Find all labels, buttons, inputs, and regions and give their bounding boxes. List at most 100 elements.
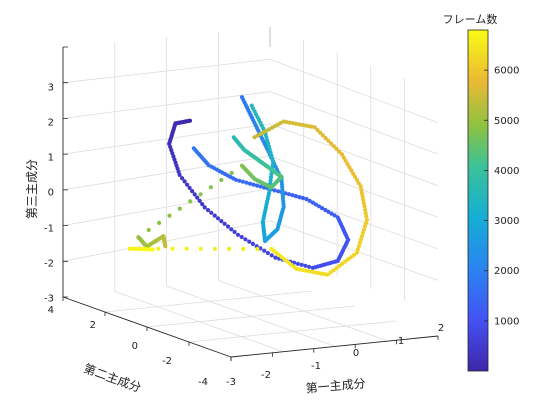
scatter-point <box>284 120 289 125</box>
scatter-point <box>268 175 274 180</box>
scatter-point <box>269 172 274 177</box>
scatter-point <box>265 250 270 256</box>
scatter-point <box>364 214 369 219</box>
y-tick-label: -4 <box>198 377 208 388</box>
scatter-point <box>304 196 309 202</box>
z-tick-label: 2 <box>48 118 54 129</box>
scatter-point <box>251 182 256 187</box>
scatter-point <box>363 221 369 226</box>
scatter-point <box>362 204 367 209</box>
scatter-point <box>316 204 322 209</box>
scatter-point <box>363 211 368 216</box>
y-axis-ticks: 4 2 0 -2 -4 <box>48 305 208 388</box>
scatter-point <box>359 187 364 192</box>
colorbar-tick-label: 5000 <box>494 116 519 127</box>
scatter-point <box>229 170 234 175</box>
scatter-point <box>356 244 361 249</box>
scatter-point <box>352 174 358 179</box>
y-tick-label: 0 <box>132 341 138 352</box>
x-axis-ticks: -3 -2 -1 0 1 2 <box>226 323 444 388</box>
scatter-point <box>269 246 274 252</box>
x-tick-label: -3 <box>226 377 236 388</box>
scatter-point <box>247 181 253 186</box>
scatter-point <box>167 213 172 218</box>
scatter-point <box>360 230 365 236</box>
scatter-point <box>320 133 325 138</box>
scatter-point <box>268 178 273 183</box>
scatter-point <box>339 152 344 157</box>
scatter-point <box>237 178 242 183</box>
scatter-point <box>297 195 302 200</box>
scatter-point <box>146 227 151 233</box>
scatter-point <box>341 155 346 160</box>
scatter-point <box>332 213 337 218</box>
colorbar <box>467 29 489 372</box>
scatter-point <box>356 181 361 186</box>
scatter-point <box>360 194 365 199</box>
scatter-point <box>335 215 340 220</box>
scatter-point <box>361 201 366 206</box>
tick-marks <box>62 46 439 361</box>
scatter-point <box>243 237 248 242</box>
scatter-point <box>262 248 267 253</box>
z-tick-label: -1 <box>44 224 54 235</box>
scatter-point <box>320 206 325 211</box>
scatter-point <box>312 125 317 130</box>
scatter-point <box>355 247 360 252</box>
scatter-point <box>354 250 359 255</box>
scatter-point <box>276 189 281 194</box>
scatter-point <box>318 130 323 135</box>
scatter-point <box>334 146 339 151</box>
z-tick-label: -2 <box>44 259 54 270</box>
x-tick-label: 1 <box>398 336 404 347</box>
scatter-point <box>187 185 192 190</box>
scatter-point <box>316 270 321 276</box>
scatter-point <box>190 189 195 194</box>
scatter-point <box>351 253 356 258</box>
scatter-point <box>345 161 350 167</box>
z-tick-label: 1 <box>48 153 54 164</box>
scatter-point <box>227 246 232 251</box>
scatter-points <box>127 95 370 277</box>
scatter-point <box>300 268 305 273</box>
scatter-point <box>272 188 277 193</box>
scatter-point <box>361 227 366 232</box>
z-axis-ticks: 3 2 1 0 -1 -2 -3 <box>44 83 54 305</box>
scatter-point <box>170 246 175 251</box>
scatter-point <box>362 224 368 229</box>
scatter-point <box>235 232 241 237</box>
scatter-point <box>306 269 312 274</box>
scatter-point <box>219 177 224 183</box>
scatter-point <box>286 192 291 197</box>
scatter-point <box>185 182 190 187</box>
scatter-point <box>322 272 327 277</box>
scatter-point <box>326 138 331 143</box>
scatter-point <box>295 261 300 266</box>
scatter-point <box>345 257 351 262</box>
scatter-point <box>188 199 193 204</box>
y-tick-label: 4 <box>48 305 54 316</box>
scatter-point <box>359 234 364 239</box>
scatter-point <box>363 207 368 212</box>
scatter-point <box>156 246 161 251</box>
x-tick-label: 0 <box>353 348 359 359</box>
scatter-point <box>307 198 312 203</box>
scatter-point <box>202 205 207 210</box>
scatter-point <box>299 262 304 267</box>
scatter-point <box>197 198 202 203</box>
scatter-point <box>354 177 359 183</box>
scatter-point <box>266 191 272 196</box>
scatter-point <box>249 103 254 108</box>
colorbar-ticks: 1000 2000 3000 4000 5000 6000 <box>484 66 519 327</box>
scatter-point <box>334 266 339 271</box>
scatter-point <box>222 221 227 226</box>
scatter-point <box>163 244 168 249</box>
z-axis-label: 第三主成分 <box>25 159 39 219</box>
scatter-point <box>232 229 237 235</box>
x-tick-label: 2 <box>438 323 444 334</box>
scatter-point <box>329 211 334 216</box>
scatter-point <box>293 194 298 199</box>
scatter-point <box>269 253 274 258</box>
scatter-point <box>247 239 252 244</box>
scatter-point <box>358 237 363 242</box>
